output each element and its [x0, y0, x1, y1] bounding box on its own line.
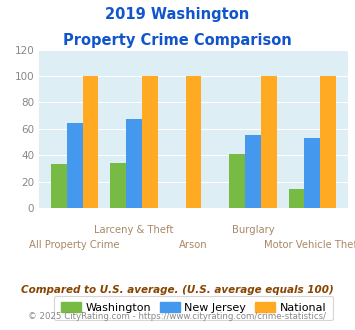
Bar — [186, 76, 201, 208]
Text: Property Crime Comparison: Property Crime Comparison — [63, 33, 292, 48]
Bar — [320, 76, 336, 208]
Bar — [229, 154, 245, 208]
Bar — [142, 76, 158, 208]
Bar — [67, 123, 83, 208]
Text: Compared to U.S. average. (U.S. average equals 100): Compared to U.S. average. (U.S. average … — [21, 285, 334, 295]
Text: All Property Crime: All Property Crime — [29, 240, 120, 250]
Text: Burglary: Burglary — [231, 225, 274, 235]
Text: © 2025 CityRating.com - https://www.cityrating.com/crime-statistics/: © 2025 CityRating.com - https://www.city… — [28, 312, 327, 321]
Bar — [51, 164, 67, 208]
Bar — [304, 138, 320, 208]
Text: 2019 Washington: 2019 Washington — [105, 7, 250, 21]
Bar — [126, 119, 142, 208]
Bar — [245, 135, 261, 208]
Bar — [83, 76, 98, 208]
Bar — [110, 163, 126, 208]
Text: Larceny & Theft: Larceny & Theft — [94, 225, 174, 235]
Bar — [289, 189, 304, 208]
Legend: Washington, New Jersey, National: Washington, New Jersey, National — [54, 296, 333, 320]
Text: Arson: Arson — [179, 240, 208, 250]
Text: Motor Vehicle Theft: Motor Vehicle Theft — [264, 240, 355, 250]
Bar — [261, 76, 277, 208]
